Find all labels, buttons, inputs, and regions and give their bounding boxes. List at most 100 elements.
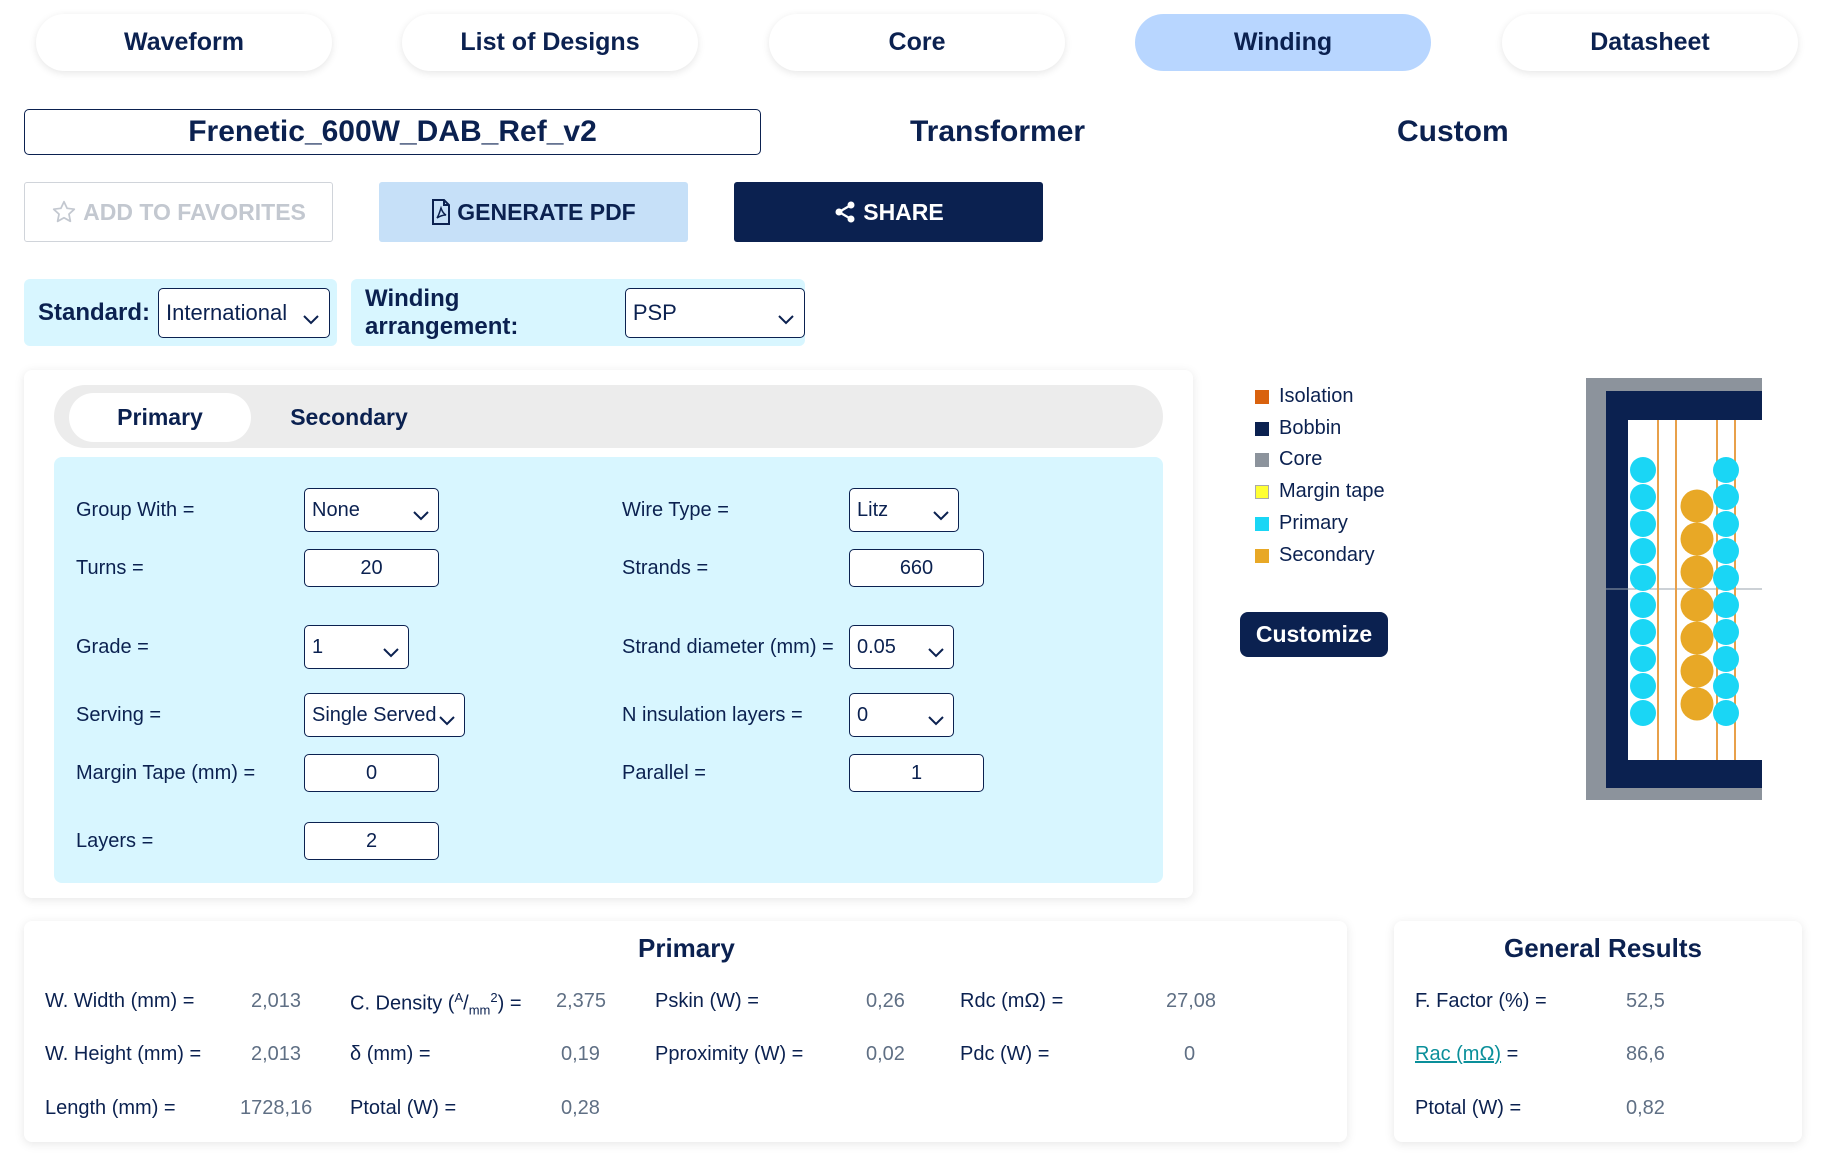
legend-label: Secondary <box>1279 544 1375 566</box>
group-with-label: Group With = <box>76 499 195 521</box>
primary-turn <box>1630 673 1656 699</box>
turns-input[interactable]: 20 <box>304 549 439 587</box>
n-insulation-layers-value: 0 <box>857 703 869 726</box>
current-density-label-pre: C. Density ( <box>350 992 455 1015</box>
primary-ptotal-value: 0,28 <box>561 1097 600 1119</box>
winding-arrangement-filter: Winding arrangement: PSP <box>351 279 805 346</box>
margin-tape-input[interactable]: 0 <box>304 754 439 792</box>
wire-type-label: Wire Type = <box>622 499 729 521</box>
margin-tape-label: Margin Tape (mm) = <box>76 762 256 784</box>
share-label: SHARE <box>863 198 944 225</box>
pproximity-value: 0,02 <box>866 1043 905 1065</box>
rac-value: 86,6 <box>1626 1043 1665 1065</box>
secondary-turn <box>1680 588 1714 622</box>
chevron-down-icon <box>303 306 319 332</box>
layers-input[interactable]: 2 <box>304 822 439 860</box>
group-with-select[interactable]: None <box>304 488 439 532</box>
wire-type-select[interactable]: Litz <box>849 488 959 532</box>
winding-form-panel <box>54 457 1163 883</box>
pdf-file-icon <box>431 199 451 225</box>
layers-label: Layers = <box>76 830 154 852</box>
primary-turn <box>1630 538 1656 564</box>
tab-waveform[interactable]: Waveform <box>36 14 332 71</box>
add-to-favorites-label: ADD TO FAVORITES <box>83 198 306 225</box>
wire-type-value: Litz <box>857 498 889 521</box>
primary-turn <box>1630 700 1656 726</box>
w-height-label: W. Height (mm) = <box>45 1043 202 1065</box>
current-density-value: 2,375 <box>556 990 607 1012</box>
tab-winding[interactable]: Winding <box>1135 14 1431 71</box>
chevron-down-icon <box>928 641 944 664</box>
current-density-unit-num: A <box>454 990 464 1005</box>
rdc-value: 27,08 <box>1166 990 1217 1012</box>
standard-value: International <box>166 299 288 325</box>
chevron-down-icon <box>383 641 399 664</box>
add-to-favorites-button[interactable]: ADD TO FAVORITES <box>24 182 333 242</box>
star-icon <box>51 199 77 225</box>
length-label: Length (mm) = <box>45 1097 176 1119</box>
share-button[interactable]: SHARE <box>734 182 1043 242</box>
standard-label: Standard: <box>38 298 151 326</box>
strand-diameter-label: Strand diameter (mm) = <box>622 636 834 658</box>
primary-turn <box>1713 673 1739 699</box>
tab-core[interactable]: Core <box>769 14 1065 71</box>
secondary-turn <box>1680 621 1714 655</box>
primary-turn <box>1630 457 1656 483</box>
tab-list-of-designs[interactable]: List of Designs <box>402 14 698 71</box>
tab-datasheet[interactable]: Datasheet <box>1502 14 1798 71</box>
primary-ptotal-label: Ptotal (W) = <box>350 1097 457 1119</box>
serving-select[interactable]: Single Served <box>304 693 465 737</box>
rac-link[interactable]: Rac (mΩ) <box>1415 1043 1502 1065</box>
strand-diameter-select[interactable]: 0.05 <box>849 625 954 669</box>
secondary-turn <box>1680 654 1714 688</box>
strands-input[interactable]: 660 <box>849 549 984 587</box>
serving-label: Serving = <box>76 704 162 726</box>
winding-arrangement-select[interactable]: PSP <box>624 287 805 338</box>
general-ptotal-value: 0,82 <box>1626 1097 1665 1119</box>
n-insulation-layers-select[interactable]: 0 <box>849 693 954 737</box>
generate-pdf-button[interactable]: GENERATE PDF <box>379 182 688 242</box>
primary-turn <box>1630 592 1656 618</box>
pskin-value: 0,26 <box>866 990 905 1012</box>
customize-button[interactable]: Customize <box>1240 612 1388 657</box>
w-width-value: 2,013 <box>251 990 302 1012</box>
design-mode: Custom <box>1397 115 1509 148</box>
design-name-field[interactable]: Frenetic_600W_DAB_Ref_v2 <box>24 109 761 155</box>
subtab-secondary[interactable]: Secondary <box>290 404 408 430</box>
current-density-unit-exp: 2 <box>490 990 498 1005</box>
design-type: Transformer <box>910 115 1086 148</box>
subtab-primary[interactable]: Primary <box>69 393 251 442</box>
legend-label: Margin tape <box>1279 480 1385 502</box>
parallel-input[interactable]: 1 <box>849 754 984 792</box>
primary-turn <box>1713 700 1739 726</box>
current-density-unit-sep: / <box>463 992 469 1015</box>
secondary-turn <box>1680 489 1714 523</box>
legend-label: Primary <box>1279 512 1348 534</box>
swatch-icon <box>1255 389 1269 404</box>
standard-select[interactable]: International <box>158 287 331 338</box>
rac-label-post: = <box>1501 1043 1519 1065</box>
skin-depth-value: 0,19 <box>561 1043 600 1065</box>
grade-select[interactable]: 1 <box>304 625 409 669</box>
swatch-icon <box>1255 548 1269 563</box>
winding-arrangement-value: PSP <box>632 299 677 325</box>
current-density-label-post: ) = <box>497 992 522 1015</box>
strands-label: Strands = <box>622 557 709 579</box>
primary-turn <box>1713 538 1739 564</box>
swatch-icon <box>1255 516 1269 531</box>
length-value: 1728,16 <box>240 1097 313 1119</box>
primary-turn <box>1713 619 1739 645</box>
pskin-label: Pskin (W) = <box>655 990 759 1012</box>
general-results-title: General Results <box>1504 933 1702 963</box>
generate-pdf-label: GENERATE PDF <box>457 198 636 225</box>
primary-turn <box>1713 484 1739 510</box>
legend-core: Core <box>1255 448 1322 471</box>
fill-factor-value: 52,5 <box>1626 990 1665 1012</box>
pproximity-label: Pproximity (W) = <box>655 1043 804 1065</box>
legend-secondary: Secondary <box>1255 544 1375 567</box>
secondary-turn <box>1680 687 1714 721</box>
group-with-value: None <box>312 498 360 521</box>
primary-turn <box>1713 565 1739 591</box>
legend-label: Isolation <box>1279 385 1354 407</box>
primary-turn <box>1630 619 1656 645</box>
